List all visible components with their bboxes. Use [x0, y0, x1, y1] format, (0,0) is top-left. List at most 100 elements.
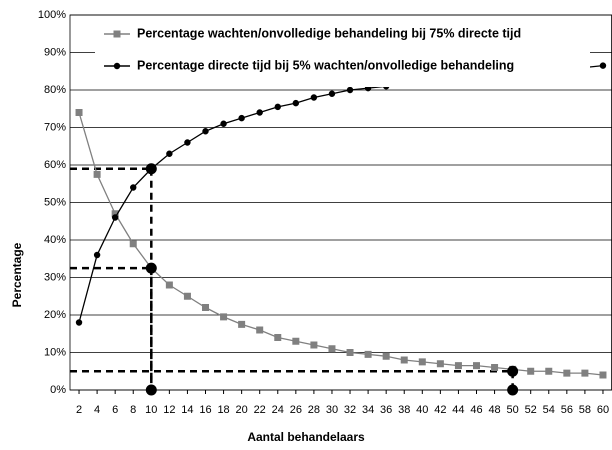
- point: [274, 334, 282, 341]
- point: [310, 341, 318, 349]
- x-tick-label: 36: [380, 404, 392, 416]
- point: [563, 369, 571, 377]
- reference-point: [145, 262, 157, 274]
- point: [346, 86, 354, 94]
- x-tick-label: 48: [488, 404, 500, 416]
- legend-box: [95, 19, 590, 87]
- x-tick-label: 44: [452, 404, 464, 416]
- x-tick-label: 46: [470, 404, 482, 416]
- x-tick-label: 42: [434, 404, 446, 416]
- legend-label: Percentage wachten/onvolledige behandeli…: [137, 26, 521, 40]
- point: [256, 326, 264, 334]
- point: [129, 240, 137, 248]
- reference-point: [507, 365, 519, 377]
- point: [527, 367, 535, 375]
- point: [599, 371, 607, 379]
- x-tick-label: 50: [507, 404, 519, 416]
- point: [238, 114, 245, 122]
- point: [346, 349, 354, 356]
- x-tick-label: 54: [543, 404, 555, 416]
- x-tick-label: 60: [597, 404, 609, 416]
- x-tick-label: 40: [416, 404, 428, 416]
- x-tick-label: 24: [272, 404, 284, 416]
- point: [166, 150, 173, 157]
- point: [130, 184, 137, 191]
- x-tick-label: 52: [525, 404, 537, 416]
- series-line: [78, 64, 604, 323]
- point: [202, 128, 209, 135]
- point: [364, 350, 372, 358]
- reference-point: [507, 384, 519, 396]
- x-tick-label: 16: [199, 404, 211, 416]
- reference-point: [145, 384, 157, 396]
- x-tick-label: 8: [130, 404, 136, 416]
- x-tick-label: 6: [112, 404, 118, 416]
- point: [274, 103, 281, 111]
- point: [491, 364, 499, 371]
- series-line: [78, 112, 604, 376]
- y-axis-label: Percentage: [10, 242, 24, 307]
- point: [220, 120, 227, 127]
- y-tick-label: 0%: [50, 384, 66, 396]
- point: [436, 360, 444, 368]
- point: [473, 362, 480, 370]
- y-tick-label: 60%: [44, 159, 66, 171]
- x-tick-label: 34: [362, 404, 374, 416]
- legend-swatch: [113, 62, 121, 70]
- x-tick-label: 58: [579, 404, 591, 416]
- point: [292, 99, 300, 107]
- point: [184, 139, 191, 146]
- point: [93, 251, 101, 259]
- y-tick-label: 20%: [44, 309, 66, 321]
- x-tick-label: 2: [76, 404, 82, 416]
- x-tick-label: 28: [308, 404, 320, 416]
- legend-label: Percentage directe tijd bij 5% wachten/o…: [137, 58, 514, 72]
- reference-point: [145, 163, 157, 175]
- x-tick-label: 38: [398, 404, 410, 416]
- point: [328, 345, 336, 353]
- point: [75, 319, 83, 326]
- x-tick-label: 14: [181, 404, 193, 416]
- x-tick-label: 30: [326, 404, 338, 416]
- point: [183, 292, 191, 300]
- point: [418, 358, 426, 366]
- legend-swatch: [113, 30, 121, 38]
- point: [256, 109, 263, 116]
- x-tick-label: 32: [344, 404, 356, 416]
- point: [454, 362, 462, 370]
- x-tick-label: 12: [163, 404, 175, 416]
- y-tick-label: 80%: [44, 84, 66, 96]
- point: [581, 369, 589, 377]
- point: [599, 62, 607, 69]
- point: [238, 320, 246, 328]
- y-tick-label: 90%: [44, 46, 66, 58]
- point: [93, 170, 101, 178]
- x-tick-label: 10: [145, 404, 157, 416]
- x-axis-label: Aantal behandelaars: [247, 430, 365, 444]
- x-tick-label: 22: [254, 404, 266, 416]
- x-tick-label: 20: [236, 404, 248, 416]
- point: [111, 210, 119, 218]
- point: [382, 352, 390, 360]
- x-tick-label: 26: [290, 404, 302, 416]
- y-tick-label: 40%: [44, 234, 66, 246]
- y-tick-label: 50%: [44, 196, 66, 208]
- point: [400, 356, 408, 364]
- point: [292, 337, 300, 345]
- x-tick-label: 4: [94, 404, 100, 416]
- point: [310, 94, 318, 101]
- point: [220, 313, 228, 321]
- point: [545, 367, 553, 375]
- point: [202, 304, 209, 311]
- point: [165, 281, 173, 289]
- x-tick-label: 18: [217, 404, 229, 416]
- point: [75, 109, 83, 116]
- y-tick-label: 30%: [44, 271, 66, 283]
- point: [328, 90, 336, 97]
- y-tick-label: 100%: [38, 9, 66, 21]
- x-tick-label: 56: [561, 404, 573, 416]
- point: [111, 214, 119, 221]
- y-tick-label: 70%: [44, 121, 66, 133]
